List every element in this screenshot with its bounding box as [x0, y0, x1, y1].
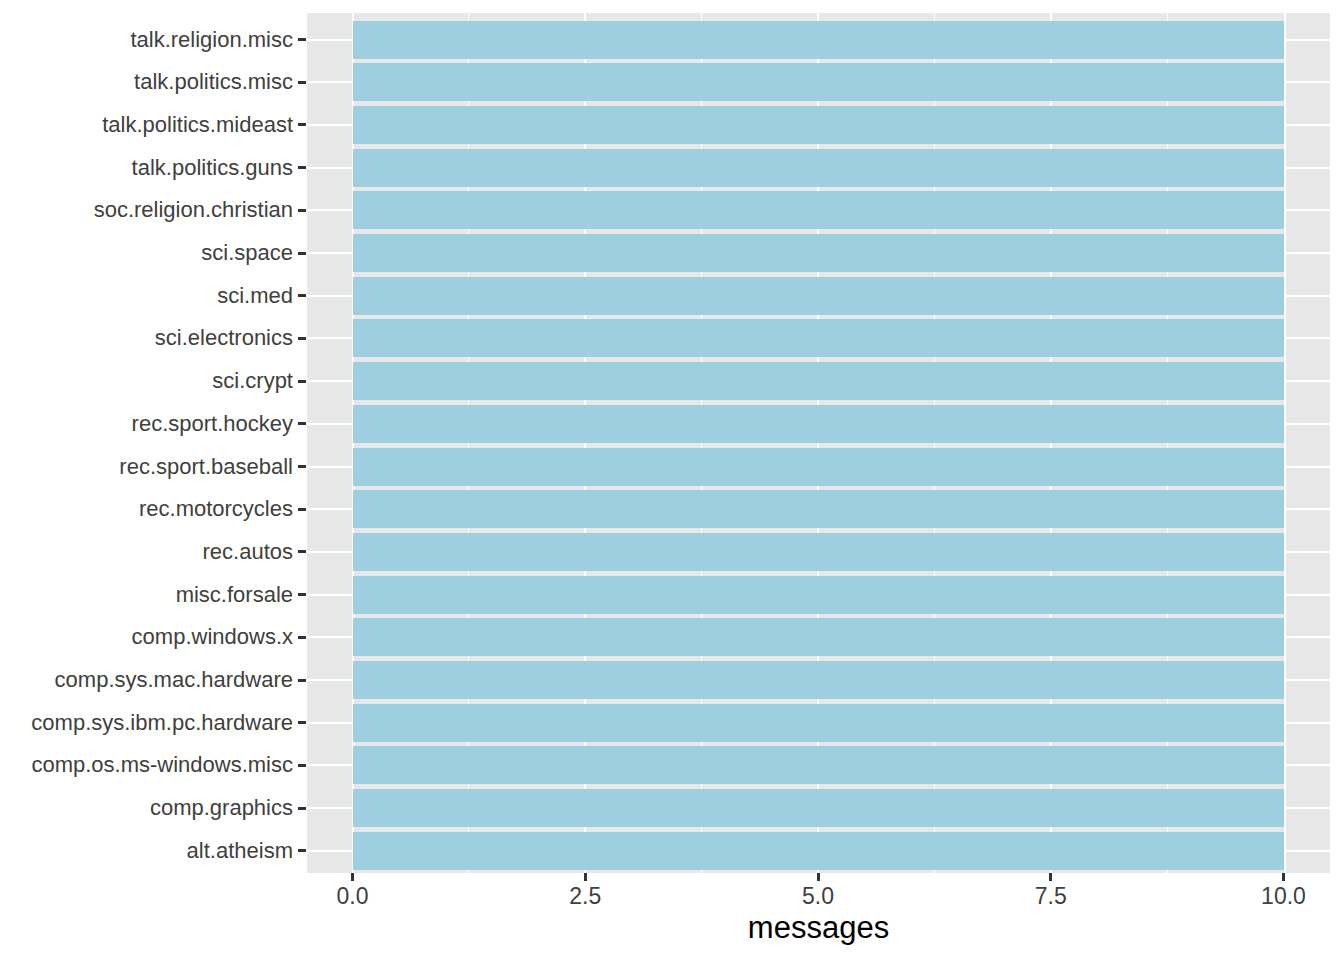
bar: [353, 234, 1284, 272]
y-axis-label: soc.religion.christian: [0, 196, 293, 224]
x-tick-mark: [1049, 873, 1052, 881]
bar: [353, 106, 1284, 144]
bar: [353, 63, 1284, 101]
x-tick-mark: [1282, 873, 1285, 881]
bar: [353, 319, 1284, 357]
x-tick-label: 10.0: [1239, 883, 1329, 910]
y-axis-label: alt.atheism: [0, 837, 293, 865]
x-tick-label: 5.0: [773, 883, 863, 910]
bar: [353, 149, 1284, 187]
y-tick-mark: [298, 807, 306, 810]
x-axis-title: messages: [307, 910, 1330, 946]
y-axis-label: comp.os.ms-windows.misc: [0, 751, 293, 779]
x-tick-mark: [351, 873, 354, 881]
y-tick-mark: [298, 721, 306, 724]
bar: [353, 704, 1284, 742]
y-axis-label: comp.sys.ibm.pc.hardware: [0, 709, 293, 737]
y-tick-mark: [298, 849, 306, 852]
bar: [353, 277, 1284, 315]
y-axis-label: misc.forsale: [0, 581, 293, 609]
bar: [353, 661, 1284, 699]
bar: [353, 362, 1284, 400]
y-tick-mark: [298, 166, 306, 169]
y-axis-label: rec.autos: [0, 538, 293, 566]
y-tick-mark: [298, 550, 306, 553]
y-axis-label: comp.windows.x: [0, 623, 293, 651]
plot-panel: [307, 13, 1330, 873]
x-tick-label: 0.0: [308, 883, 398, 910]
bar: [353, 21, 1284, 59]
bar: [353, 490, 1284, 528]
bar: [353, 746, 1284, 784]
major-gridline: [1284, 13, 1286, 873]
y-tick-mark: [298, 764, 306, 767]
chart-figure: talk.religion.misc talk.politics.misc talk…: [0, 0, 1344, 960]
y-tick-mark: [298, 294, 306, 297]
bar: [353, 448, 1284, 486]
y-tick-mark: [298, 123, 306, 126]
y-tick-mark: [298, 380, 306, 383]
y-axis-label: talk.politics.mideast: [0, 111, 293, 139]
y-tick-mark: [298, 337, 306, 340]
y-tick-mark: [298, 81, 306, 84]
bar: [353, 576, 1284, 614]
y-axis-label: comp.graphics: [0, 794, 293, 822]
y-axis-label: sci.crypt: [0, 367, 293, 395]
x-tick-label: 2.5: [540, 883, 630, 910]
y-axis-label: talk.politics.guns: [0, 154, 293, 182]
y-tick-mark: [298, 422, 306, 425]
y-tick-mark: [298, 209, 306, 212]
y-tick-mark: [298, 508, 306, 511]
y-tick-mark: [298, 593, 306, 596]
y-axis-label: sci.med: [0, 282, 293, 310]
y-axis-label: talk.religion.misc: [0, 26, 293, 54]
y-tick-mark: [298, 679, 306, 682]
y-axis-label: rec.motorcycles: [0, 495, 293, 523]
bar: [353, 789, 1284, 827]
bar: [353, 618, 1284, 656]
x-tick-label: 7.5: [1006, 883, 1096, 910]
bar: [353, 191, 1284, 229]
y-axis-label: sci.space: [0, 239, 293, 267]
y-axis-label: rec.sport.baseball: [0, 453, 293, 481]
bar: [353, 405, 1284, 443]
y-tick-mark: [298, 38, 306, 41]
x-tick-mark: [584, 873, 587, 881]
y-axis-label: rec.sport.hockey: [0, 410, 293, 438]
y-axis-label: sci.electronics: [0, 324, 293, 352]
bar: [353, 832, 1284, 870]
y-axis-label: talk.politics.misc: [0, 68, 293, 96]
y-tick-mark: [298, 252, 306, 255]
y-tick-mark: [298, 636, 306, 639]
x-tick-mark: [817, 873, 820, 881]
y-axis-label: comp.sys.mac.hardware: [0, 666, 293, 694]
bar: [353, 533, 1284, 571]
y-tick-mark: [298, 465, 306, 468]
